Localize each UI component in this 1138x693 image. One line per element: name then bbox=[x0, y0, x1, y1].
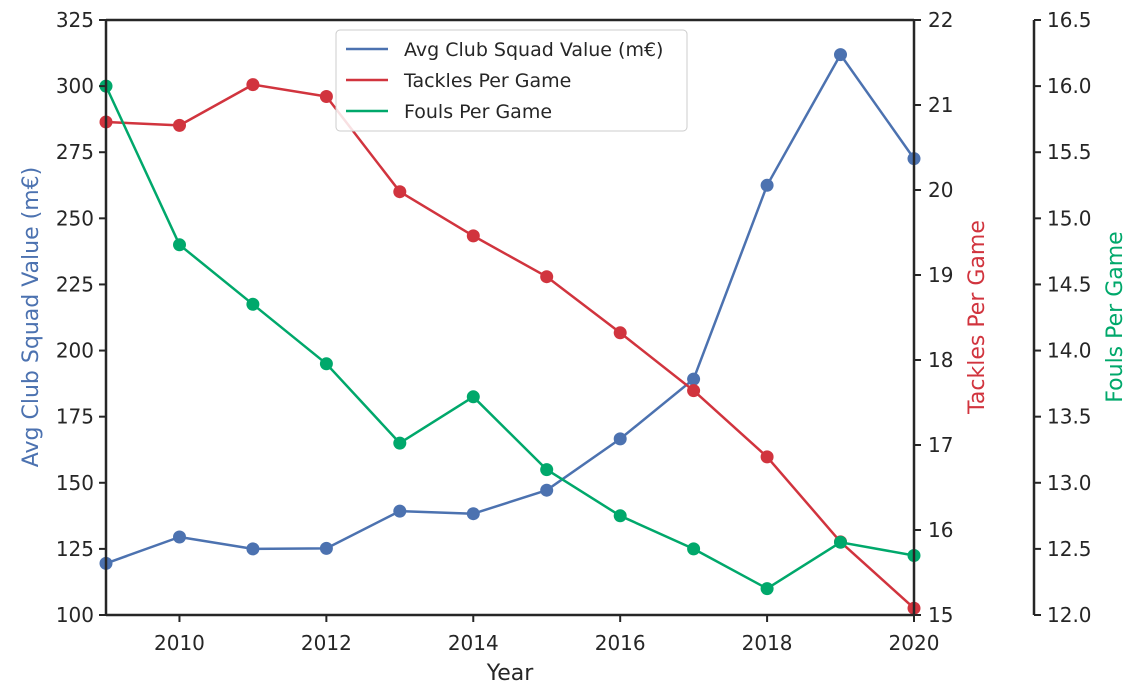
x-tick-label: 2016 bbox=[595, 631, 646, 655]
right2-tick-label: 12.5 bbox=[1047, 537, 1092, 561]
point-fouls bbox=[613, 509, 627, 523]
point-squad-value bbox=[834, 48, 847, 62]
point-fouls bbox=[834, 535, 847, 549]
point-tackles bbox=[687, 384, 701, 398]
right-tick-label: 21 bbox=[928, 93, 953, 117]
left-tick-label: 125 bbox=[56, 537, 94, 561]
point-squad-value bbox=[540, 483, 554, 497]
left-axis-title: Avg Club Squad Value (m€) bbox=[19, 167, 44, 467]
point-fouls bbox=[687, 542, 701, 556]
point-fouls bbox=[173, 238, 186, 252]
point-tackles bbox=[319, 90, 333, 103]
right2-tick-label: 13.5 bbox=[1047, 405, 1092, 429]
left-tick-label: 250 bbox=[56, 206, 94, 230]
right-tick-label: 18 bbox=[928, 348, 953, 372]
right2-tick-label: 14.5 bbox=[1047, 272, 1092, 296]
right2-tick-label: 14.0 bbox=[1047, 339, 1092, 363]
right-tick-label: 22 bbox=[928, 8, 953, 32]
point-squad-value bbox=[613, 432, 627, 446]
left-tick-label: 300 bbox=[56, 74, 94, 98]
left-tick-label: 150 bbox=[56, 471, 94, 495]
right-tick-label: 16 bbox=[928, 518, 953, 542]
series-line-fouls bbox=[104, 85, 915, 590]
x-tick-label: 2018 bbox=[742, 631, 793, 655]
right2-tick-label: 15.5 bbox=[1047, 140, 1092, 164]
right2-tick-label: 15.0 bbox=[1047, 206, 1092, 230]
point-tackles bbox=[393, 185, 407, 199]
point-squad-value bbox=[393, 504, 407, 518]
point-squad-value bbox=[687, 372, 701, 386]
legend: Avg Club Squad Value (m€) Tackles Per Ga… bbox=[335, 29, 688, 132]
legend-box bbox=[335, 29, 688, 132]
point-tackles bbox=[173, 118, 186, 132]
point-squad-value bbox=[173, 530, 186, 544]
point-fouls bbox=[540, 463, 554, 477]
right2-tick-label: 16.5 bbox=[1047, 8, 1092, 32]
x-tick-label: 2014 bbox=[448, 631, 499, 655]
x-tick-label: 2020 bbox=[889, 631, 940, 655]
point-squad-value bbox=[760, 178, 774, 192]
point-fouls bbox=[760, 582, 774, 596]
left-tick-label: 100 bbox=[56, 603, 94, 627]
point-fouls bbox=[466, 390, 480, 404]
point-tackles bbox=[613, 326, 627, 340]
x-tick-label: 2010 bbox=[154, 631, 205, 655]
point-tackles bbox=[246, 78, 260, 92]
left-tick-label: 275 bbox=[56, 140, 94, 164]
point-tackles bbox=[466, 229, 480, 243]
legend-label-squad-value: Avg Club Squad Value (m€) bbox=[404, 39, 663, 61]
point-fouls bbox=[319, 357, 333, 371]
right-tick-label: 15 bbox=[928, 603, 953, 627]
series-line-squad-value bbox=[105, 53, 916, 565]
right2-tick-label: 16.0 bbox=[1047, 74, 1092, 98]
point-fouls bbox=[393, 436, 407, 450]
right-axis-title: Tackles Per Game bbox=[965, 220, 990, 415]
x-tick-label: 2012 bbox=[301, 631, 352, 655]
left-tick-label: 175 bbox=[56, 405, 94, 429]
right-tick-label: 19 bbox=[928, 263, 953, 287]
point-fouls bbox=[246, 297, 260, 311]
series-line-tackles bbox=[105, 83, 915, 610]
legend-label-fouls: Fouls Per Game bbox=[404, 101, 552, 123]
right2-tick-label: 12.0 bbox=[1047, 603, 1092, 627]
right2-tick-label: 13.0 bbox=[1047, 471, 1092, 495]
point-squad-value bbox=[246, 542, 260, 556]
left-tick-label: 225 bbox=[56, 272, 94, 296]
right-tick-label: 17 bbox=[928, 433, 953, 457]
axis-layer: 2010 2012 2014 2016 2018 20201001251501752002… bbox=[56, 8, 1092, 655]
left-tick-label: 325 bbox=[56, 8, 94, 32]
point-squad-value bbox=[319, 541, 333, 555]
right-tick-label: 20 bbox=[928, 178, 953, 202]
point-tackles bbox=[760, 450, 774, 464]
right2-axis-title: Fouls Per Game bbox=[1103, 231, 1128, 402]
x-axis-title: Year bbox=[486, 661, 535, 686]
left-tick-label: 200 bbox=[56, 339, 94, 363]
point-squad-value bbox=[466, 507, 480, 521]
legend-label-tackles: Tackles Per Game bbox=[403, 70, 571, 92]
point-tackles bbox=[540, 270, 554, 284]
series-layer bbox=[99, 48, 921, 615]
